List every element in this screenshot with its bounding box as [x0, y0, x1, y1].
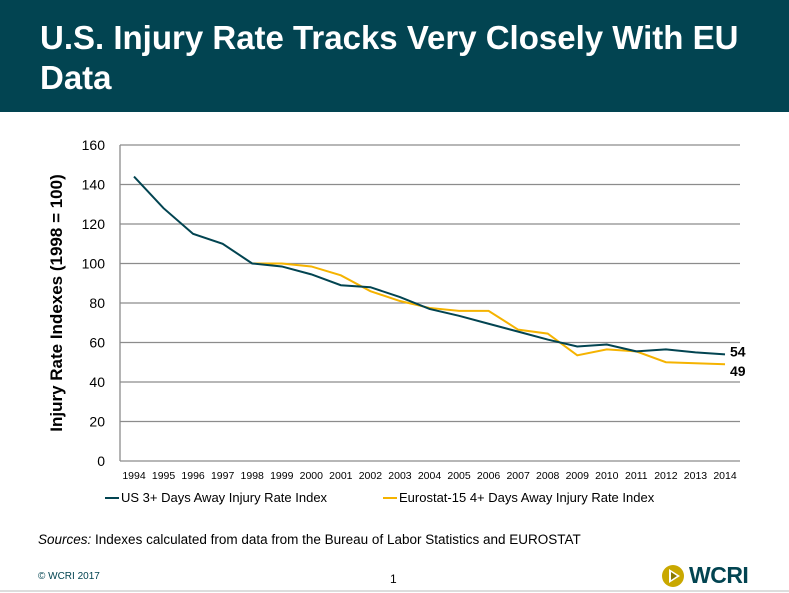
x-tick-label: 1995	[152, 470, 176, 482]
legend-label-eu: Eurostat-15 4+ Days Away Injury Rate Ind…	[399, 490, 655, 505]
x-tick-label: 2013	[684, 470, 708, 482]
legend-swatch-eu	[383, 496, 397, 499]
x-tick-label: 2003	[388, 470, 412, 482]
logo-text: WCRI	[689, 562, 749, 588]
x-tick-label: 2001	[329, 470, 353, 482]
x-tick-label: 2002	[359, 470, 383, 482]
x-tick-label: 2010	[595, 470, 619, 482]
x-tick-label: 1999	[270, 470, 294, 482]
y-tick-label: 160	[82, 137, 106, 153]
x-tick-label: 2011	[625, 470, 648, 482]
y-tick-label: 140	[82, 177, 106, 193]
page-number: 1	[390, 572, 397, 586]
series-line-us	[133, 175, 726, 356]
x-tick-label: 2009	[566, 470, 590, 482]
x-tick-label: 2005	[447, 470, 471, 482]
y-tick-label: 80	[89, 295, 105, 311]
x-tick-label: 2006	[477, 470, 501, 482]
end-value-label: 49	[730, 363, 746, 379]
x-tick-label: 1994	[122, 470, 146, 482]
footer-divider	[0, 590, 789, 592]
legend-label-us: US 3+ Days Away Injury Rate Index	[121, 490, 328, 505]
copyright: © WCRI 2017	[38, 571, 100, 582]
end-value-label: 54	[730, 343, 746, 359]
x-tick-label: 1997	[211, 470, 235, 482]
wcri-logo: WCRI	[660, 562, 749, 589]
y-tick-label: 40	[89, 374, 105, 390]
x-tick-label: 1996	[181, 470, 205, 482]
y-tick-label: 100	[82, 256, 106, 272]
sources-note: Sources: Indexes calculated from data fr…	[38, 532, 581, 547]
x-tick-label: 2004	[418, 470, 442, 482]
sources-text: Indexes calculated from data from the Bu…	[91, 532, 581, 547]
legend-item-eu: Eurostat-15 4+ Days Away Injury Rate Ind…	[383, 490, 654, 505]
title-banner: U.S. Injury Rate Tracks Very Closely Wit…	[0, 0, 789, 112]
x-tick-label: 1998	[241, 470, 265, 482]
logo-mark-icon	[662, 564, 684, 587]
x-tick-label: 2000	[300, 470, 324, 482]
y-tick-label: 20	[89, 414, 105, 430]
x-tick-label: 2012	[654, 470, 678, 482]
x-tick-label: 2008	[536, 470, 560, 482]
x-tick-label: 2007	[506, 470, 530, 482]
page-title: U.S. Injury Rate Tracks Very Closely Wit…	[40, 19, 739, 96]
sources-label: Sources:	[38, 532, 92, 547]
legend-swatch-us	[105, 496, 119, 499]
x-tick-label: 2014	[713, 470, 737, 482]
y-tick-label: 120	[82, 216, 106, 232]
y-tick-label: 0	[97, 453, 105, 469]
y-axis-label: Injury Rate Indexes (1998 = 100)	[47, 174, 66, 432]
legend-item-us: US 3+ Days Away Injury Rate Index	[105, 490, 327, 505]
y-tick-label: 60	[89, 335, 105, 351]
